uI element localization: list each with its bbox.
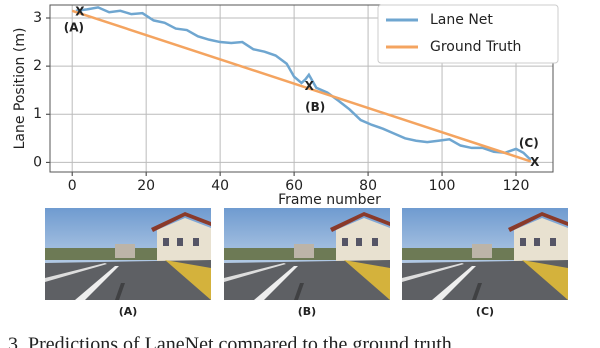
series-line (71, 9, 532, 163)
photo-label: (A) (119, 305, 138, 318)
x-tick-label: 0 (68, 178, 77, 194)
y-tick-label: 1 (33, 106, 42, 122)
x-tick-label: 100 (429, 178, 456, 194)
y-tick-label: 0 (33, 154, 42, 170)
legend-label: Ground Truth (430, 39, 521, 55)
annotation-marker: X (530, 155, 540, 169)
x-tick-label: 120 (503, 178, 530, 194)
y-tick-label: 3 (33, 10, 42, 26)
x-tick-label: 20 (137, 178, 155, 194)
caption: 3. Predictions of LaneNet compared to th… (8, 334, 452, 348)
x-axis-label: Frame number (278, 192, 381, 208)
legend-label: Lane Net (430, 12, 493, 28)
y-tick-label: 2 (33, 58, 42, 74)
photo (402, 208, 568, 300)
x-tick-label: 40 (211, 178, 229, 194)
photo-label: (B) (298, 305, 316, 318)
annotation-label: (C) (519, 136, 539, 150)
series-line (75, 6, 532, 161)
x-tick-label: 80 (359, 178, 377, 194)
photo (45, 208, 211, 300)
photo (224, 208, 390, 300)
x-tick-label: 60 (285, 178, 303, 194)
axes-frame (49, 4, 554, 173)
annotation-label: (A) (64, 20, 84, 34)
y-axis-label: Lane Position (m) (12, 28, 28, 150)
annotation-marker: X (75, 4, 85, 18)
photo-label: (C) (476, 305, 494, 318)
annotation-marker: X (305, 79, 315, 93)
annotation-label: (B) (305, 100, 325, 114)
legend-box (377, 4, 559, 64)
